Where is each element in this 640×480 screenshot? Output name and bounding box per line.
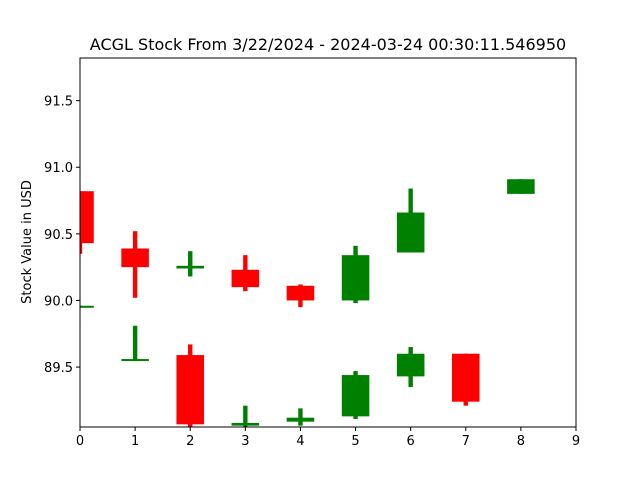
x-tick-label: 4 xyxy=(296,434,304,449)
candle-body xyxy=(80,191,94,244)
candle xyxy=(396,347,425,388)
candle-body xyxy=(452,353,480,402)
candle-body xyxy=(341,375,370,417)
candle xyxy=(121,325,149,362)
candle-body xyxy=(121,248,149,268)
candle-wick xyxy=(188,251,193,277)
candle-body xyxy=(286,417,315,422)
candle-wick xyxy=(243,405,248,427)
candle xyxy=(176,251,204,277)
candle-wick xyxy=(298,408,303,426)
candle-body xyxy=(231,269,260,288)
candle xyxy=(286,284,315,308)
candle-wick xyxy=(132,325,138,361)
candle xyxy=(231,405,260,427)
x-tick-label: 2 xyxy=(186,434,194,449)
candle-body xyxy=(396,212,425,253)
candle-body xyxy=(341,255,370,301)
candle-body xyxy=(176,355,204,425)
candle xyxy=(80,305,94,308)
x-tick-label: 6 xyxy=(407,434,415,449)
candle-body xyxy=(507,179,535,194)
candle-body xyxy=(286,285,315,301)
x-tick-label: 1 xyxy=(131,434,139,449)
candle-body xyxy=(121,359,149,362)
x-tick-label: 7 xyxy=(462,434,470,449)
candle xyxy=(507,179,535,194)
y-axis-label: Stock Value in USD xyxy=(20,180,35,304)
x-tick-label: 0 xyxy=(76,434,84,449)
candle xyxy=(121,231,149,298)
candle-body xyxy=(176,265,204,269)
y-tick-label: 91.5 xyxy=(44,95,73,110)
x-tick-label: 9 xyxy=(572,434,580,449)
x-tick-label: 3 xyxy=(241,434,249,449)
candles-group xyxy=(80,179,535,427)
y-tick-label: 90.0 xyxy=(44,294,73,309)
chart-title: ACGL Stock From 3/22/2024 - 2024-03-24 0… xyxy=(90,35,566,54)
x-axis-ticks: 0 1 2 3 4 5 6 7 8 9 xyxy=(76,427,580,449)
candle xyxy=(396,188,425,253)
candle xyxy=(80,191,94,254)
y-tick-label: 91.0 xyxy=(44,161,73,176)
y-axis-ticks: 89.5 90.0 90.5 91.0 91.5 xyxy=(44,95,80,376)
candle-body xyxy=(80,305,94,308)
candle-body xyxy=(396,353,425,377)
candle xyxy=(452,353,480,406)
candle xyxy=(176,344,204,427)
x-tick-label: 5 xyxy=(351,434,359,449)
candle xyxy=(231,255,260,292)
y-tick-label: 89.5 xyxy=(44,361,73,376)
y-tick-label: 90.5 xyxy=(44,228,73,243)
candle-body xyxy=(231,423,260,426)
candle xyxy=(286,408,315,426)
candle xyxy=(341,245,370,304)
plot-frame xyxy=(79,57,577,428)
x-tick-label: 8 xyxy=(517,434,525,449)
candle xyxy=(341,371,370,420)
